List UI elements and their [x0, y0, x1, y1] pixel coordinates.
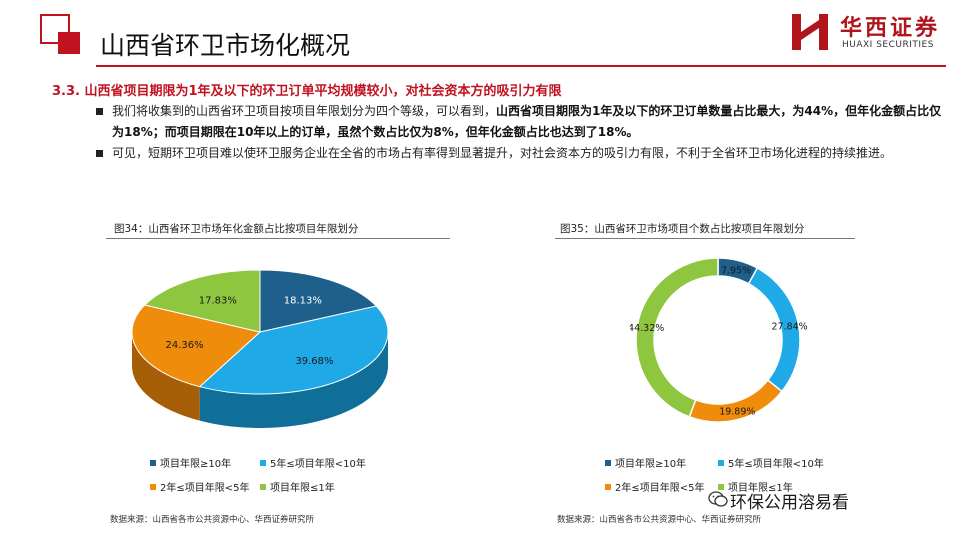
legend-item-0: 项目年限≥10年: [150, 455, 231, 470]
bullet-paragraph-1: 我们将收集到的山西省环卫项目按项目年限划分为四个等级，可以看到，山西省项目期限为…: [96, 101, 946, 143]
pie-slice-1: [198, 305, 389, 395]
legend-swatch-0: [605, 460, 611, 466]
legend-item-1: 5年≤项目年限<10年: [260, 455, 366, 470]
legend-swatch-2: [605, 484, 611, 490]
legend-item-1: 5年≤项目年限<10年: [718, 455, 824, 470]
donut-value-label-2: 19.89%: [719, 406, 755, 417]
figure-35-title: 图35：山西省环卫市场项目个数占比按项目年限划分: [560, 223, 805, 235]
legend-label-0: 项目年限≥10年: [615, 459, 687, 470]
legend-swatch-3: [718, 484, 724, 490]
page-title: 山西省环卫市场化概况: [100, 31, 351, 60]
legend-label-2: 2年≤项目年限<5年: [160, 483, 250, 494]
legend-swatch-2: [150, 484, 156, 490]
figure-34-source: 数据来源：山西省各市公共资源中心、华西证券研究所: [110, 515, 315, 525]
figure-34-legend: 项目年限≥10年 5年≤项目年限<10年 2年≤项目年限<5年 项目年限≤1年: [150, 455, 410, 495]
figure-34-title: 图34：山西省环卫市场年化金额占比按项目年限划分: [114, 223, 359, 235]
watermark-text: 环保公用溶易看: [730, 493, 849, 513]
figure-34-title-rule: [106, 238, 450, 239]
pie-value-label-2: 24.36%: [165, 340, 203, 351]
donut-slice-3: [635, 257, 719, 418]
bullet-2-text: 可见，短期环卫项目难以使环卫服务企业在全省的市场占有率得到显著提升，对社会资本方…: [112, 146, 893, 160]
pie-slice-2: [131, 304, 262, 388]
title-divider: [96, 65, 946, 67]
figure-35-source: 数据来源：山西省各市公共资源中心、华西证券研究所: [557, 515, 762, 525]
pie-value-label-3: 17.83%: [199, 295, 237, 306]
pie-slice-3: [143, 269, 261, 333]
pie-side-1: [199, 332, 388, 428]
legend-item-0: 项目年限≥10年: [605, 455, 686, 470]
legend-swatch-3: [260, 484, 266, 490]
logo-filled-square: [58, 32, 80, 54]
legend-label-2: 2年≤项目年限<5年: [615, 483, 705, 494]
section-heading: 3.3. 山西省项目期限为1年及以下的环卫订单平均规模较小，对社会资本方的吸引力…: [52, 84, 562, 99]
legend-swatch-1: [260, 460, 266, 466]
brand-name-cn: 华西证券: [840, 16, 941, 41]
donut-value-label-1: 27.84%: [771, 322, 807, 333]
figure-35-legend: 项目年限≥10年 5年≤项目年限<10年 2年≤项目年限<5年 项目年限≤1年: [605, 455, 865, 495]
pie-value-label-1: 39.68%: [295, 356, 333, 367]
pie-slice-0: [259, 269, 378, 333]
legend-swatch-0: [150, 460, 156, 466]
bullet-square-icon: [96, 150, 103, 157]
donut-value-label-0: 7.95%: [721, 265, 751, 276]
donut-chart: 7.95% 27.84% 19.89% 44.32%: [630, 257, 808, 423]
huaxi-logo-icon: [792, 14, 828, 50]
legend-swatch-1: [718, 460, 724, 466]
pie-value-label-0: 18.13%: [284, 296, 322, 307]
brand-name-en: HUAXI SECURITIES: [842, 40, 934, 50]
figure-35-title-rule: [555, 238, 855, 239]
legend-label-1: 5年≤项目年限<10年: [270, 459, 366, 470]
bullet-1-bold-text: 山西省项目期限为1年及以下的环卫订单数量占比最大，为44%，但年化金额占比仅为1…: [112, 104, 942, 139]
donut-value-label-3: 44.32%: [630, 323, 664, 334]
legend-label-3: 项目年限≤1年: [728, 483, 793, 494]
legend-item-3: 项目年限≤1年: [718, 479, 793, 494]
legend-item-2: 2年≤项目年限<5年: [150, 479, 249, 494]
logo-outline-square: [40, 14, 70, 44]
bullet-1-text: 我们将收集到的山西省环卫项目按项目年限划分为四个等级，可以看到，: [112, 104, 497, 118]
bullet-paragraph-2: 可见，短期环卫项目难以使环卫服务企业在全省的市场占有率得到显著提升，对社会资本方…: [96, 143, 946, 164]
bullet-square-icon: [96, 108, 103, 115]
legend-label-0: 项目年限≥10年: [160, 459, 232, 470]
legend-item-2: 2年≤项目年限<5年: [605, 479, 704, 494]
legend-label-3: 项目年限≤1年: [270, 483, 335, 494]
pie-side-2: [132, 332, 200, 421]
wechat-icon: [708, 491, 728, 507]
pie-chart-3d: 18.13% 39.68% 24.36% 17.83%: [131, 269, 389, 428]
legend-item-3: 项目年限≤1年: [260, 479, 335, 494]
legend-label-1: 5年≤项目年限<10年: [728, 459, 824, 470]
